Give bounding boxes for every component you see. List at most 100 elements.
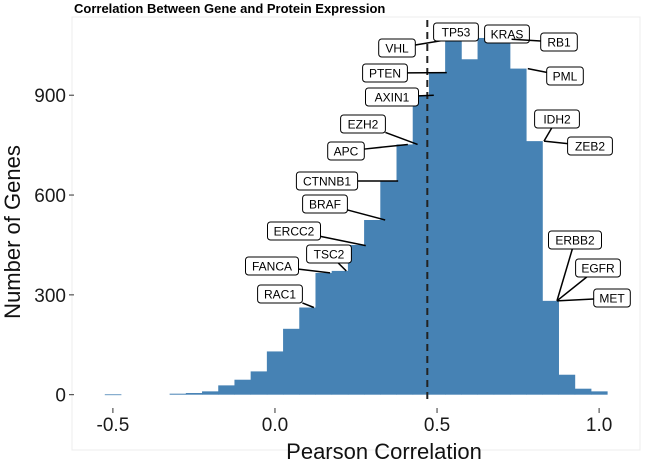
label-text: VHL (385, 42, 409, 56)
label-text: TP53 (442, 26, 471, 40)
leader-line (302, 302, 315, 309)
histogram-bar (218, 385, 235, 395)
label-box (327, 141, 365, 161)
label-box (295, 171, 359, 191)
histogram-bar (299, 307, 316, 395)
histogram-bar (509, 68, 527, 395)
label-box (567, 136, 613, 156)
label-box (365, 87, 419, 107)
gene-label-pten: PTEN (362, 63, 447, 83)
label-text: ERCC2 (274, 225, 315, 239)
gene-label-zeb2: ZEB2 (543, 136, 613, 156)
histogram-bar (283, 328, 300, 395)
label-text: FANCA (252, 260, 292, 274)
leader-line (385, 131, 418, 146)
label-text: ZEB2 (575, 140, 605, 154)
gene-label-ctnnb1: CTNNB1 (295, 171, 399, 191)
label-text: EGFR (581, 262, 615, 276)
gene-label-rb1: RB1 (511, 32, 578, 52)
bars-group (104, 37, 608, 396)
x-tick-label: 0.5 (424, 415, 450, 436)
gene-label-ercc2: ERCC2 (267, 221, 366, 247)
label-box (433, 22, 479, 42)
leader-line (543, 140, 568, 145)
x-axis: -0.5 0.0 0.5 1.0 (97, 408, 612, 436)
y-axis-title: Number of Genes (0, 145, 25, 319)
label-text: RB1 (547, 36, 571, 50)
y-tick-label: 0 (55, 386, 66, 407)
gene-label-braf: BRAF (302, 194, 386, 221)
histogram-bar (380, 181, 397, 395)
label-box (540, 32, 578, 52)
leader-line (298, 268, 331, 274)
leader-line (347, 209, 386, 221)
gene-label-ezh2: EZH2 (340, 114, 418, 146)
y-tick-label: 300 (34, 286, 66, 307)
gene-label-pml: PML (527, 66, 584, 86)
label-box (534, 109, 580, 129)
histogram-bar (104, 394, 122, 396)
label-box (340, 114, 386, 134)
y-tick-label: 600 (34, 186, 66, 207)
leader-line (543, 127, 553, 142)
histogram-bar (331, 270, 349, 395)
leader-line (320, 235, 366, 247)
label-text: APC (334, 145, 359, 159)
gene-label-idh2: IDH2 (534, 109, 580, 142)
label-text: CTNNB1 (303, 175, 351, 189)
label-text: IDH2 (543, 113, 571, 127)
histogram-bar (428, 72, 446, 395)
label-text: PTEN (369, 67, 401, 81)
gene-label-egfr: EGFR (556, 258, 621, 302)
histogram-bar (185, 393, 203, 395)
histogram-bar (315, 272, 333, 395)
label-box (575, 258, 621, 278)
histogram-bar (461, 59, 478, 395)
histogram-bar (526, 141, 543, 395)
label-text: PML (553, 70, 578, 84)
y-tick-label: 900 (34, 86, 66, 107)
histogram-bar (477, 37, 495, 395)
label-text: MET (599, 292, 625, 306)
leader-line (556, 248, 574, 302)
label-box (267, 221, 321, 241)
gene-label-met: MET (556, 288, 631, 308)
y-axis: 0 300 600 900 (34, 86, 74, 407)
label-box (257, 284, 303, 304)
label-text: ERBB2 (555, 234, 595, 248)
histogram-bar (396, 144, 414, 395)
leader-line (511, 38, 541, 42)
x-axis-title: Pearson Correlation (286, 439, 482, 464)
histogram-bar (558, 374, 576, 395)
label-text: KRAS (491, 28, 524, 42)
histogram-bar (445, 37, 462, 395)
gene-label-apc: APC (327, 141, 408, 161)
leader-line (527, 67, 547, 74)
label-box (306, 244, 352, 264)
label-box (593, 288, 631, 308)
leader-line (556, 276, 588, 302)
gene-label-fanca: FANCA (245, 256, 331, 276)
label-box (484, 24, 530, 44)
label-text: TSC2 (314, 248, 345, 262)
label-text: EZH2 (348, 118, 379, 132)
gene-label-axin1: AXIN1 (365, 87, 434, 107)
label-box (546, 66, 584, 86)
histogram-bar (169, 393, 187, 395)
gene-label-kras: KRAS (484, 24, 530, 44)
histogram-bar (266, 351, 284, 395)
label-box (302, 194, 348, 214)
gene-label-tsc2: TSC2 (306, 244, 352, 272)
leader-line (364, 143, 408, 150)
histogram-bar (493, 39, 511, 395)
annotations-group: RAC1 FANCA TSC2 ERCC2 BRAF CTNNB1 APC EZH2 AXIN1… (245, 22, 631, 309)
histogram-bar (542, 300, 559, 395)
x-tick-label: 1.0 (586, 415, 612, 436)
label-text: RAC1 (264, 288, 296, 302)
histogram-bar (412, 95, 430, 395)
gene-label-erbb2: ERBB2 (548, 230, 602, 302)
histogram-bar (591, 391, 608, 395)
label-box (362, 63, 408, 83)
histogram-bar (347, 244, 365, 395)
